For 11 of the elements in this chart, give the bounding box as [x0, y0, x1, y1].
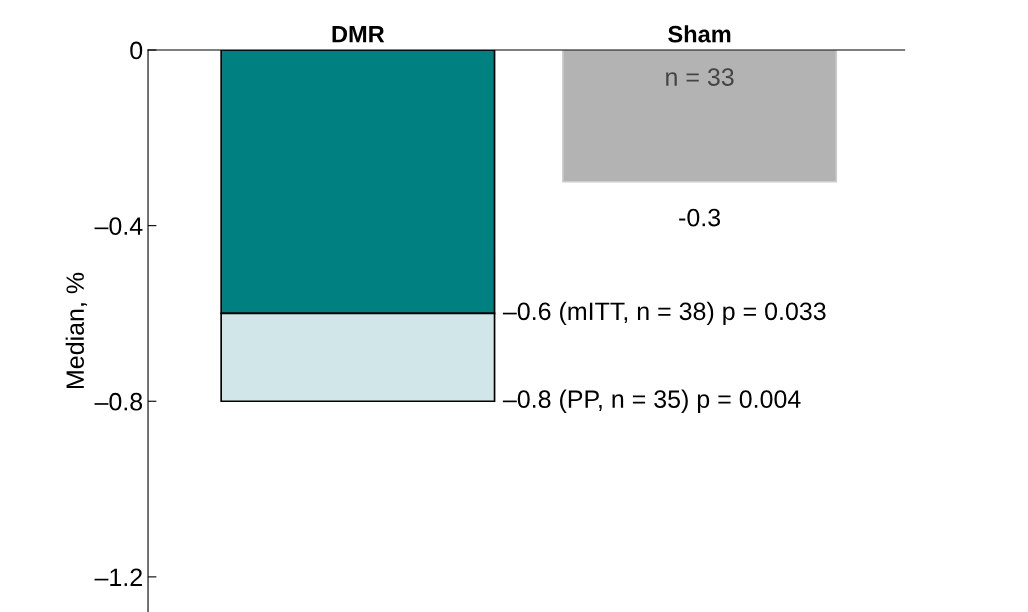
y-tick-label: –0.4	[94, 217, 143, 235]
data-label: -0.3	[679, 208, 721, 227]
annotation: –0.8 (PP, n = 35) p = 0.004	[502, 389, 801, 413]
annotation: n = 33	[666, 68, 734, 86]
y-tick-label: 0	[130, 41, 143, 60]
y-tick-label: –1.2	[94, 568, 142, 586]
annotation: –0.6 (mITT, n = 38) p = 0.033	[502, 301, 826, 326]
x-tick-label: DMR	[332, 26, 385, 43]
y-tick-label: –0.8	[94, 392, 143, 411]
y-axis-title: Median, %	[65, 272, 87, 388]
x-tick-label: Sham	[668, 25, 731, 43]
